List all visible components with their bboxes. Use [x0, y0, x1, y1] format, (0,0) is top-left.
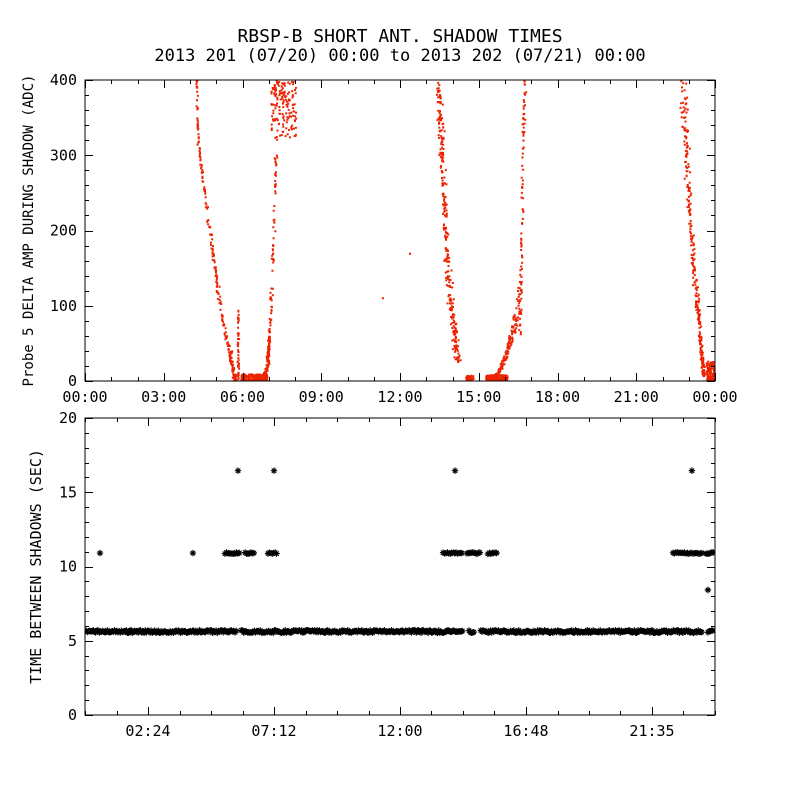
svg-text:15: 15 — [59, 483, 77, 501]
svg-text:15:00: 15:00 — [456, 388, 501, 406]
bottom-panel-frame — [84, 417, 716, 716]
top-panel-ylabel: Probe 5 DELTA AMP DURING SHADOW (ADC) — [21, 75, 37, 387]
svg-text:03:00: 03:00 — [141, 388, 186, 406]
svg-text:20: 20 — [59, 409, 77, 427]
svg-text:00:00: 00:00 — [62, 388, 107, 406]
chart-subtitle: 2013 201 (07/20) 00:00 to 2013 202 (07/2… — [154, 46, 646, 66]
bottom-panel: 02:24 07:12 12:00 16:48 21:35 0 5 10 15 20 TIME BE… — [27, 409, 717, 740]
svg-text:18:00: 18:00 — [535, 388, 580, 406]
svg-text:300: 300 — [50, 146, 77, 164]
svg-text:16:48: 16:48 — [503, 722, 548, 740]
svg-text:0: 0 — [68, 372, 77, 390]
svg-text:10: 10 — [59, 558, 77, 576]
bottom-panel-ylabel: TIME BETWEEN SHADOWS (SEC) — [27, 449, 45, 684]
svg-text:0: 0 — [68, 706, 77, 724]
top-panel-frame — [84, 79, 716, 382]
svg-text:5: 5 — [68, 632, 77, 650]
svg-text:12:00: 12:00 — [377, 388, 422, 406]
svg-text:07:12: 07:12 — [251, 722, 296, 740]
top-panel-scatter — [195, 80, 715, 381]
svg-text:400: 400 — [50, 71, 77, 89]
svg-text:12:00: 12:00 — [377, 722, 422, 740]
bottom-panel-tick-labels: 02:24 07:12 12:00 16:48 21:35 0 5 10 15 20 — [59, 409, 675, 740]
svg-text:00:00: 00:00 — [692, 388, 737, 406]
chart-title: RBSP-B SHORT ANT. SHADOW TIMES — [237, 26, 563, 47]
top-panel: 00:00 03:00 06:00 09:00 12:00 15:00 18:00 21:00… — [21, 71, 738, 406]
svg-text:100: 100 — [50, 297, 77, 315]
bottom-panel-ticks — [84, 417, 717, 717]
svg-text:200: 200 — [50, 222, 77, 240]
svg-text:06:00: 06:00 — [220, 388, 265, 406]
svg-text:09:00: 09:00 — [299, 388, 344, 406]
svg-text:02:24: 02:24 — [125, 722, 170, 740]
svg-text:21:35: 21:35 — [629, 722, 674, 740]
top-panel-ticks — [84, 79, 717, 383]
svg-text:21:00: 21:00 — [614, 388, 659, 406]
bottom-panel-asterisks — [85, 467, 715, 637]
top-panel-tick-labels: 00:00 03:00 06:00 09:00 12:00 15:00 18:00 21:00… — [50, 71, 738, 406]
